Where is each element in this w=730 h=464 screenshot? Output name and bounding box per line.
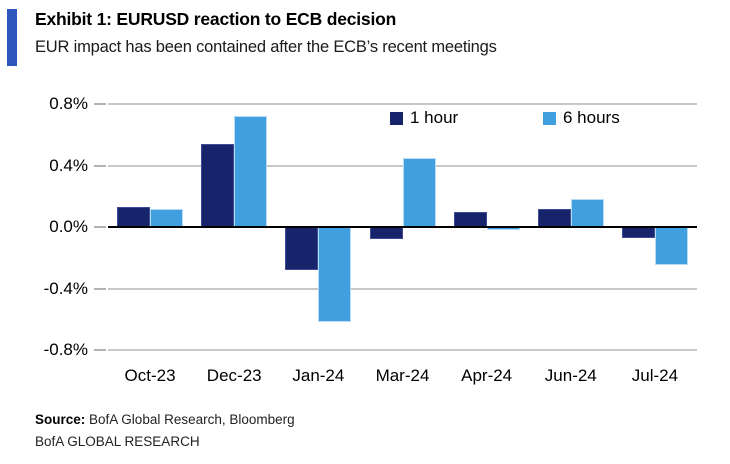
x-tick-label-Mar-24: Mar-24 <box>375 366 430 385</box>
bar-1-hour-Dec-23 <box>201 143 235 227</box>
gridline--0.4% <box>108 287 697 290</box>
legend-label: 1 hour <box>410 108 459 127</box>
bar-6-hours-Jul-24 <box>654 227 688 266</box>
source-label: Source: <box>35 412 86 427</box>
y-tick-label: -0.4% <box>43 278 88 298</box>
bar-1-hour-Mar-24 <box>369 227 403 240</box>
x-tick-label-Oct-23: Oct-23 <box>124 366 176 385</box>
brand-line: BofA GLOBAL RESEARCH <box>35 434 200 449</box>
bar-6-hours-Dec-23 <box>234 116 268 227</box>
x-tick-label-Jun-24: Jun-24 <box>544 366 597 385</box>
bar-1-hour-Jan-24 <box>285 227 319 271</box>
y-tick-mark <box>94 226 106 228</box>
source-text: BofA Global Research, Bloomberg <box>89 412 295 427</box>
exhibit-subtitle: EUR impact has been contained after the … <box>35 38 497 56</box>
x-tick-label-Apr-24: Apr-24 <box>461 366 513 385</box>
bar-6-hours-Oct-23 <box>150 208 184 227</box>
y-tick-label: 0.0% <box>49 217 88 236</box>
gridline--0.8% <box>108 349 697 351</box>
y-tick-label: 0.4% <box>49 155 88 175</box>
bar-6-hours-Mar-24 <box>402 157 436 227</box>
x-tick-label-Dec-23: Dec-23 <box>206 366 262 385</box>
legend-item-6-hours: 6 hours <box>543 108 620 128</box>
y-tick-label: 0.8% <box>49 94 88 113</box>
y-tick-label: -0.8% <box>43 340 88 359</box>
exhibit-title: Exhibit 1: EURUSD reaction to ECB decisi… <box>35 9 397 29</box>
title-accent-bar <box>7 9 17 66</box>
x-tick-label-Jul-24: Jul-24 <box>631 366 679 385</box>
bar-6-hours-Jun-24 <box>570 199 604 227</box>
bar-1-hour-Jul-24 <box>621 227 655 238</box>
zero-axis-line <box>108 226 697 228</box>
gridline-0.8% <box>108 103 697 105</box>
legend-swatch <box>543 111 556 125</box>
y-tick-mark <box>94 103 106 105</box>
bar-1-hour-Oct-23 <box>117 207 151 227</box>
bar-6-hours-Jan-24 <box>318 227 352 323</box>
legend-item-1-hour: 1 hour <box>390 108 458 128</box>
bar-1-hour-Apr-24 <box>453 211 487 227</box>
x-tick-label-Jan-24: Jan-24 <box>292 366 345 385</box>
legend-swatch <box>390 111 403 125</box>
y-tick-mark <box>94 164 106 167</box>
x-axis: Oct-23 Dec-23 Jan-24 Mar-24 Apr-24 Jun-24 Jul-… <box>108 364 697 390</box>
bar-1-hour-Jun-24 <box>537 208 571 227</box>
source-line: Source: BofA Global Research, Bloomberg <box>35 412 295 427</box>
y-tick-mark <box>94 287 106 290</box>
legend-label: 6 hours <box>563 108 620 127</box>
y-tick-mark <box>94 349 106 351</box>
plot-area: 1 hour 6 hours <box>108 103 697 351</box>
